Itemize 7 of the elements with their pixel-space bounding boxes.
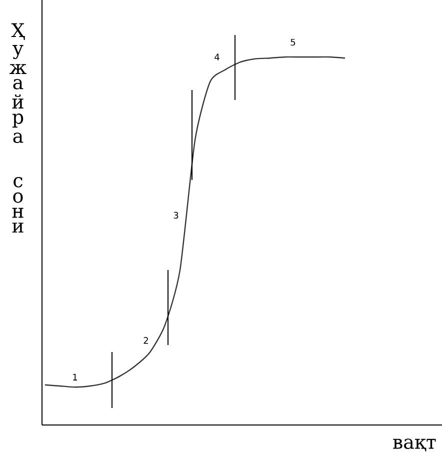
annotation: 3 — [174, 212, 178, 219]
x-axis-title: вақт — [393, 438, 436, 452]
annotation: 2 — [144, 337, 148, 344]
annotation: 1 — [73, 374, 78, 380]
annotation: 4 — [214, 54, 220, 60]
text: Ҳужайра сони — [9, 23, 26, 233]
text: 5 — [290, 38, 296, 46]
